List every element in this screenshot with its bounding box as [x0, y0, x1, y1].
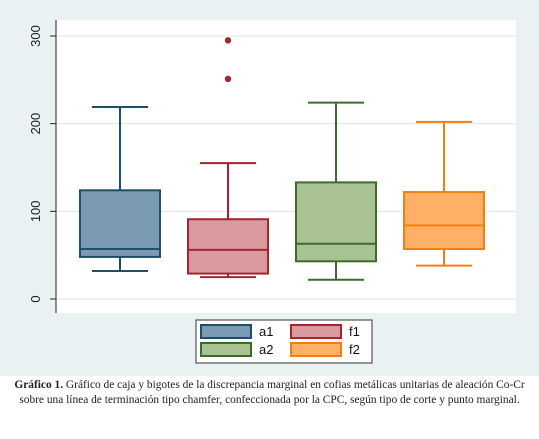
legend-item-f2: f2	[290, 342, 360, 357]
y-tick-label: 200	[28, 113, 43, 135]
iqr-box	[403, 191, 485, 251]
outlier-point	[224, 37, 232, 44]
legend-item-a2: a2	[200, 342, 273, 357]
legend-swatch	[290, 324, 342, 339]
legend-swatch	[200, 324, 252, 339]
box-f1	[187, 37, 269, 279]
box-a1	[79, 106, 161, 272]
iqr-box	[295, 181, 377, 263]
y-tick-label: 300	[28, 25, 43, 47]
legend-label: a1	[259, 324, 273, 339]
figure-caption: Gráfico 1. Gráfico de caja y bigotes de …	[14, 378, 525, 408]
box-f2	[403, 120, 485, 267]
plot-area	[56, 20, 516, 313]
box-plot-chart: 0 100 200 300 a1 f1 a2 f2	[0, 0, 539, 376]
y-axis: 0 100 200 300	[28, 25, 56, 303]
boxes	[79, 37, 485, 281]
caption-text: Gráfico de caja y bigotes de la discrepa…	[19, 379, 525, 406]
y-tick-label: 100	[28, 200, 43, 222]
iqr-box	[79, 189, 161, 258]
legend: a1 f1 a2 f2	[195, 319, 373, 364]
legend-item-a1: a1	[200, 324, 273, 339]
legend-swatch	[290, 342, 342, 357]
iqr-box	[187, 218, 269, 275]
caption-label: Gráfico 1.	[14, 379, 64, 391]
legend-swatch	[200, 342, 252, 357]
outlier-point	[224, 75, 232, 83]
legend-item-f1: f1	[290, 324, 360, 339]
legend-label: f1	[349, 324, 360, 339]
y-tick-label: 0	[28, 295, 43, 302]
legend-label: a2	[259, 342, 273, 357]
box-a2	[295, 101, 377, 281]
legend-label: f2	[349, 342, 360, 357]
